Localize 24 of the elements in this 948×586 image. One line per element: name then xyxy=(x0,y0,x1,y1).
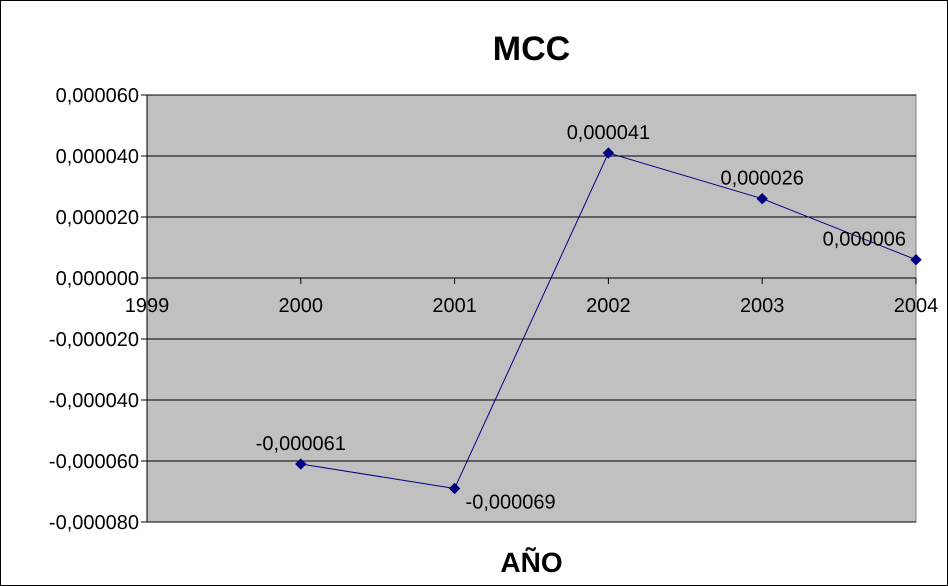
y-tick-label: 0,000000 xyxy=(56,268,139,290)
point xyxy=(756,193,768,204)
x-tick-label: 2003 xyxy=(740,295,784,317)
data-label: -0,000069 xyxy=(466,491,556,514)
y-tick-label: 0,000020 xyxy=(56,207,139,229)
x-axis-title: AÑO xyxy=(500,547,563,578)
x-tick-label: 2000 xyxy=(278,295,324,317)
y-tick-label: 0,000040 xyxy=(56,146,139,168)
data-label: 0,000026 xyxy=(720,168,804,190)
point xyxy=(602,147,614,158)
y-tick-label: -0,000020 xyxy=(48,329,139,351)
point xyxy=(295,458,306,470)
y-tick-label: 0,000060 xyxy=(56,85,139,107)
x-tick-label: 2002 xyxy=(586,295,631,317)
y-tick-label: -0,000040 xyxy=(48,390,139,412)
data-label: 0,000041 xyxy=(566,122,650,144)
point xyxy=(449,482,460,494)
point xyxy=(910,254,922,266)
y-tick-label: -0,000080 xyxy=(48,512,139,534)
y-tick-label: -0,000060 xyxy=(48,451,139,473)
x-tick-label: 2001 xyxy=(432,295,477,317)
chart-title: MCC xyxy=(492,30,570,68)
data-label: -0,000061 xyxy=(256,433,346,456)
x-tick-label: 2004 xyxy=(894,295,938,317)
